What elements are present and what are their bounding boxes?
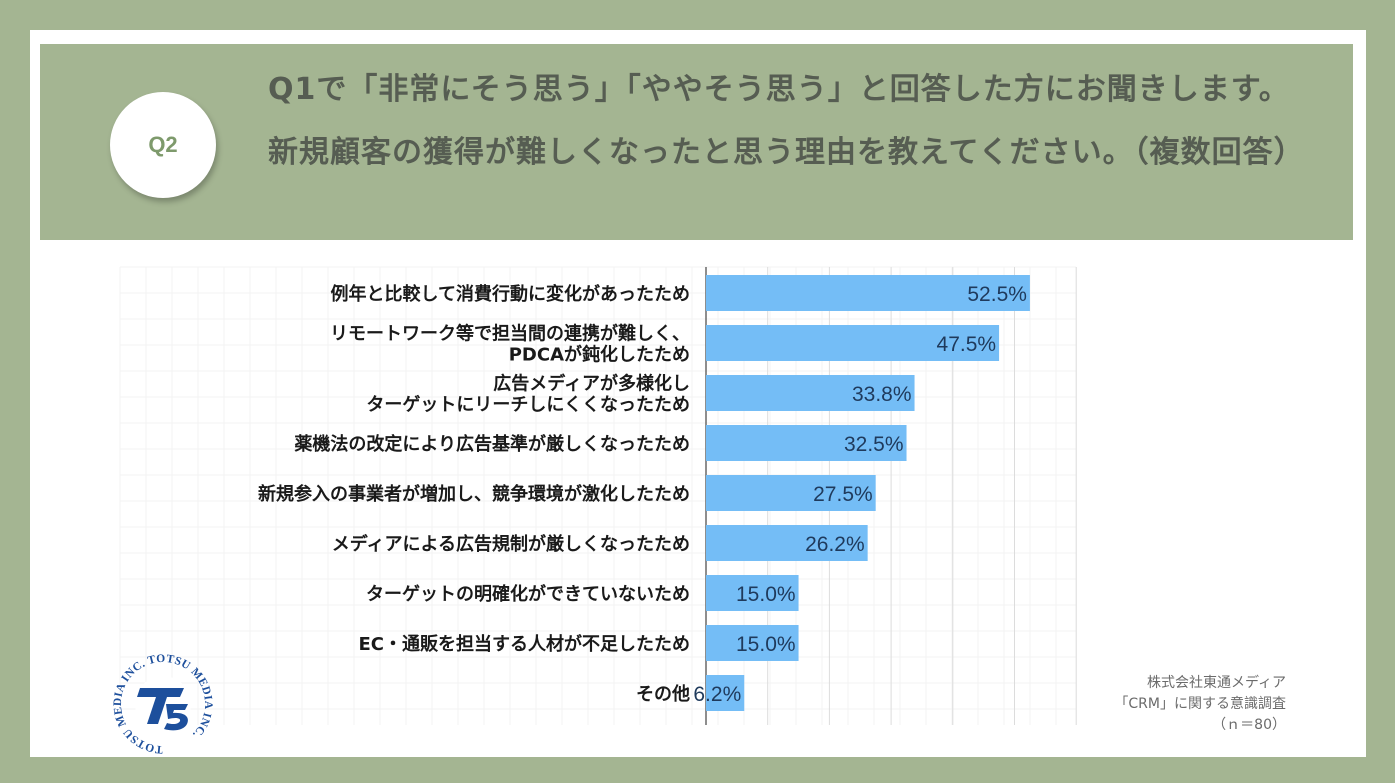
question-text: Q1で「非常にそう思う」「ややそう思う」と回答した方にお聞きします。新規顧客の獲…: [268, 72, 1305, 170]
category-label: 薬機法の改定により広告基準が厳しくなったため: [294, 433, 690, 455]
chart-bars: [706, 275, 1030, 711]
bar-value-label: 32.5%: [844, 433, 904, 456]
bar: [706, 325, 1000, 361]
category-label: EC・通販を担当する人材が不足したため: [358, 633, 690, 655]
question-number-badge: Q2: [110, 92, 216, 198]
category-label: ターゲットにリーチしにくくなったため: [366, 394, 690, 416]
category-label: ターゲットの明確化ができていないため: [366, 583, 690, 605]
category-label: 例年と比較して消費行動に変化があったため: [331, 283, 690, 305]
source-survey: 「CRM」に関する意識調査: [1114, 696, 1286, 712]
bar-value-label: 15.0%: [736, 633, 796, 656]
bar-value-label: 52.5%: [967, 283, 1027, 306]
category-label: リモートワーク等で担当間の連携が難しく、: [330, 323, 690, 345]
chart-value-labels: 52.5% 47.5% 33.8% 32.5% 27.5% 26.2% 15.0% 15.0%…: [693, 283, 1027, 706]
bar: [706, 625, 799, 661]
source-note: 株式会社東通メディア 「CRM」に関する意識調査 （ｎ＝80）: [1114, 673, 1286, 736]
bar: [706, 375, 915, 411]
bar-value-label: 6.2%: [693, 683, 741, 706]
bar-value-label: 15.0%: [736, 583, 796, 606]
bar: [706, 525, 868, 561]
bar-value-label: 47.5%: [937, 333, 997, 356]
question-header: Q2 Q1で「非常にそう思う」「ややそう思う」と回答した方にお聞きします。新規顧…: [40, 44, 1353, 240]
company-logo: TOTSU MEDIA INC. TOTSU MEDIA INC. T5: [112, 653, 214, 755]
category-label: 広告メディアが多様化し: [493, 373, 690, 395]
category-label: その他: [636, 683, 690, 705]
category-label: PDCAが鈍化したため: [509, 344, 690, 366]
slide-card: Q2 Q1で「非常にそう思う」「ややそう思う」と回答した方にお聞きします。新規顧…: [30, 30, 1366, 757]
bar: [706, 675, 745, 711]
bar: [706, 475, 876, 511]
bar-value-label: 27.5%: [813, 483, 873, 506]
bar: [706, 575, 799, 611]
source-company: 株式会社東通メディア: [1146, 675, 1286, 691]
bar-value-label: 26.2%: [805, 533, 865, 556]
bar: [706, 275, 1030, 311]
bar: [706, 425, 907, 461]
category-label: 新規参入の事業者が増加し、競争環境が激化したため: [258, 483, 690, 505]
bar-chart: 例年と比較して消費行動に変化があったためリモートワーク等で担当間の連携が難しく、…: [119, 266, 1077, 725]
category-label: メディアによる広告規制が厳しくなったため: [332, 533, 690, 555]
chart-category-labels: 例年と比較して消費行動に変化があったためリモートワーク等で担当間の連携が難しく、…: [258, 283, 690, 705]
source-sample-size: （ｎ＝80）: [1212, 717, 1286, 733]
bar-value-label: 33.8%: [852, 383, 912, 406]
